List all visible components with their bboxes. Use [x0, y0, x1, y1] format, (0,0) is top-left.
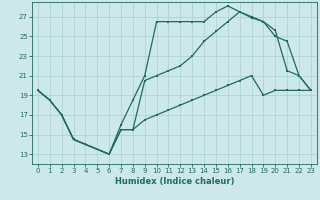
- X-axis label: Humidex (Indice chaleur): Humidex (Indice chaleur): [115, 177, 234, 186]
